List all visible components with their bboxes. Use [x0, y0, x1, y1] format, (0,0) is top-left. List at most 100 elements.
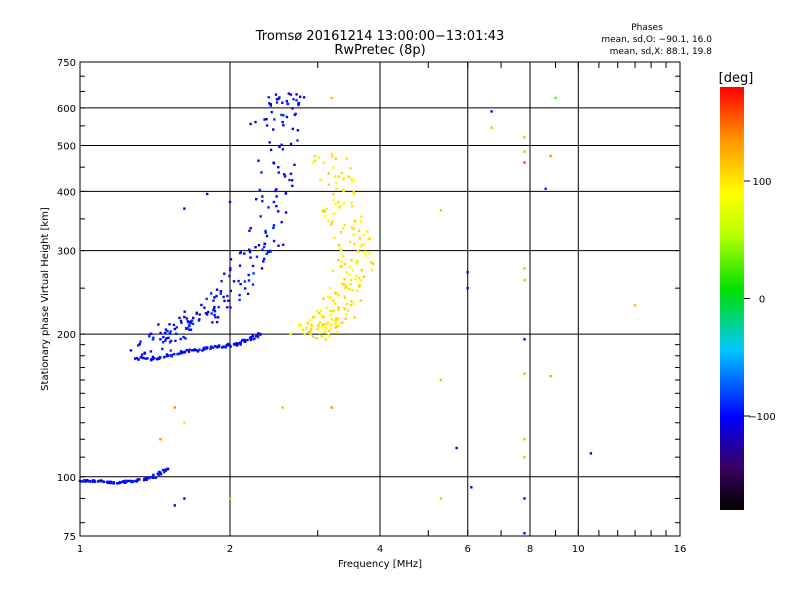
data-point [254, 120, 257, 124]
data-point [185, 327, 188, 330]
data-point [317, 156, 321, 159]
data-point [202, 346, 206, 350]
data-point [301, 328, 305, 331]
data-point [163, 470, 166, 474]
y-tick-label: 600 [57, 104, 76, 115]
y-tick-label: 500 [57, 141, 76, 152]
data-point [355, 274, 358, 278]
data-point [348, 273, 351, 276]
x-tick-label: 8 [527, 544, 533, 555]
data-point [332, 199, 335, 202]
data-point [318, 331, 322, 334]
data-point [333, 236, 337, 240]
data-point [102, 480, 106, 484]
data-point [207, 310, 210, 314]
data-point [185, 317, 188, 320]
data-point [168, 332, 172, 335]
data-point [331, 269, 335, 272]
data-point [264, 231, 267, 234]
data-point [222, 345, 225, 348]
data-point [280, 113, 283, 117]
data-point [358, 276, 361, 280]
data-point [182, 335, 185, 339]
data-point [206, 313, 209, 316]
data-point [162, 335, 165, 339]
data-point [135, 356, 138, 360]
data-point [217, 305, 220, 309]
data-point [159, 438, 162, 441]
data-point [363, 243, 366, 246]
data-point [295, 99, 298, 102]
data-point [187, 324, 191, 327]
data-point [328, 329, 331, 333]
data-point [135, 479, 138, 483]
data-point [289, 142, 293, 146]
data-point [316, 311, 320, 314]
data-point [335, 182, 338, 185]
data-point [327, 333, 330, 336]
data-point [217, 345, 221, 348]
data-point [317, 323, 320, 327]
data-point [353, 316, 356, 319]
data-point [169, 354, 173, 357]
data-point [129, 349, 133, 352]
data-point [187, 350, 191, 353]
data-point [296, 129, 300, 132]
data-point [364, 254, 367, 257]
data-point [351, 269, 355, 272]
data-point [265, 252, 268, 255]
data-point [277, 97, 280, 101]
data-point [308, 318, 312, 322]
data-point [157, 470, 161, 474]
data-point [337, 258, 340, 262]
data-point [277, 244, 280, 247]
data-point [305, 327, 308, 330]
data-point [490, 110, 493, 113]
phase-stats-o-mode: mean, sd,O: −90.1, 16.0 [601, 35, 712, 45]
data-point [549, 154, 552, 158]
data-point [243, 338, 246, 342]
data-point [190, 319, 194, 322]
data-point [163, 468, 167, 472]
data-point [344, 286, 347, 289]
data-point [88, 480, 92, 483]
data-point [181, 351, 185, 354]
data-point [138, 343, 141, 346]
data-point [139, 355, 143, 359]
data-point [249, 256, 252, 259]
data-point [315, 309, 318, 313]
data-point [342, 178, 345, 181]
data-point [205, 297, 208, 301]
data-point [287, 92, 290, 95]
data-point [289, 172, 293, 175]
data-point [198, 348, 201, 351]
data-point [223, 272, 226, 275]
data-point [249, 227, 252, 230]
data-point [340, 264, 343, 268]
data-point [330, 323, 333, 327]
data-point [138, 478, 141, 481]
data-point [213, 313, 216, 317]
colorbar-label: [deg] [719, 71, 754, 86]
data-point [439, 209, 443, 212]
data-point [189, 321, 192, 325]
y-axis-label: Stationary phase Virtual Height [km] [40, 207, 51, 391]
data-point [187, 320, 190, 324]
x-axis-ticks: 1 2 4 6 8 10 16 [77, 62, 686, 555]
data-point [334, 202, 337, 205]
data-point [349, 167, 352, 170]
data-point [127, 479, 130, 483]
data-point [235, 344, 239, 347]
data-point [359, 299, 363, 302]
data-point [333, 319, 336, 323]
data-point [283, 175, 287, 178]
data-point [211, 321, 214, 324]
data-point [337, 200, 340, 204]
data-point [262, 245, 266, 249]
data-point [342, 189, 345, 192]
data-point [544, 187, 547, 190]
data-point [280, 143, 283, 146]
data-point [228, 274, 231, 278]
data-point [275, 98, 279, 101]
data-point [523, 267, 526, 270]
